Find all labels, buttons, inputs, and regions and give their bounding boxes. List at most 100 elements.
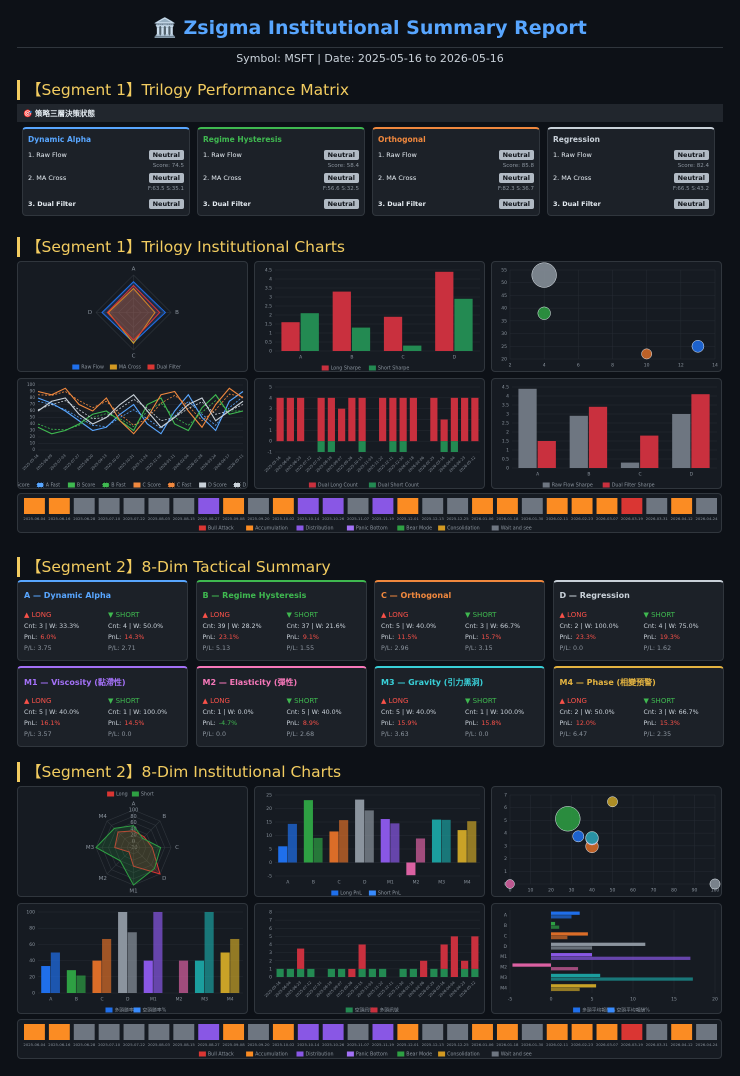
axis-label: A: [132, 267, 136, 273]
y-tick-label: 3: [506, 412, 509, 418]
cell-date: 2025-09-08: [223, 1042, 246, 1047]
status-badge: Neutral: [673, 199, 709, 209]
chart-panel: 0 0.5 1 1.5 2 2.5 3 3.5 4 4.5 A B C D Raw Flow Sharpe D…: [491, 378, 722, 489]
y-tick-label: 4.5: [502, 385, 509, 391]
chart-panel: 012345670102030405060708090100: [491, 786, 722, 897]
x-tick-label: M3: [201, 997, 208, 1003]
legend-swatch: [199, 482, 207, 488]
x-tick-label: 0: [550, 997, 553, 1003]
regime-cell: [397, 1024, 419, 1040]
pnl-line: PnL: 8.9%: [287, 720, 319, 727]
legend-label: Panic Bottom: [356, 526, 388, 532]
cell-date: 2026-03-19: [621, 516, 644, 521]
regime-cell: [73, 1024, 95, 1040]
y-tick-label: 40: [29, 958, 35, 964]
y-tick-label: 20: [29, 974, 35, 980]
bar: [691, 394, 710, 468]
bubble: [641, 348, 653, 360]
bar: [431, 819, 442, 863]
x-tick-label: B: [75, 997, 78, 1003]
bar: [127, 932, 137, 993]
cell-date: 2025-09-20: [247, 516, 270, 521]
bar: [278, 846, 288, 863]
y-tick-label: -1: [268, 450, 273, 456]
pl-line: P/L: 2.35: [643, 731, 672, 738]
cell-date: 2026-03-07: [596, 1042, 619, 1047]
regime-cell: [422, 1024, 444, 1040]
legend-swatch: [397, 525, 405, 531]
cell-date: 2026-02-23: [571, 1042, 594, 1047]
pnl-label: PnL:: [286, 634, 300, 641]
regime-cell: [621, 498, 643, 514]
bar: [348, 968, 356, 977]
radar-spoke: [133, 847, 161, 875]
y-tick-label: 2: [269, 417, 272, 423]
regime-cell: [223, 1024, 245, 1040]
y-tick-label: 15: [266, 820, 272, 826]
regime-cell: [322, 1024, 344, 1040]
bar: [300, 313, 319, 351]
bubble: [537, 306, 551, 320]
bar: [512, 963, 551, 967]
bar: [569, 415, 588, 468]
pnl-value: 15.8%: [481, 720, 502, 727]
card-name: M3 — Gravity (引力黑洞): [381, 678, 484, 687]
bubble: [531, 262, 557, 288]
bar: [118, 912, 128, 993]
card-name: M1 — Viscosity (黏滯性): [24, 678, 126, 687]
line-series: [37, 391, 244, 426]
regime-cell: [546, 498, 568, 514]
legend-label: A Fast: [46, 483, 61, 489]
axis-label: A: [132, 802, 136, 808]
legend-label: Bull Attack: [208, 526, 234, 532]
report-subtitle: Symbol: MSFT | Date: 2025-05-16 to 2026-…: [236, 52, 504, 65]
axis-label: C: [132, 354, 136, 360]
bar: [230, 938, 240, 993]
y-tick-label: 35: [501, 318, 507, 324]
regime-cell: [322, 498, 344, 514]
legend-label: Accumulation: [255, 526, 288, 532]
bar: [518, 388, 537, 468]
legend-label: 空頭訊號: [355, 1007, 374, 1014]
bar: [364, 810, 374, 863]
bar: [66, 970, 76, 993]
legend-label: Distribution: [306, 526, 334, 532]
pl-line: P/L: 0.0: [108, 731, 132, 738]
regime-cell: [521, 1024, 543, 1040]
bar: [327, 441, 335, 452]
pnl-value: 14.5%: [124, 720, 145, 727]
cell-date: 2025-11-07: [347, 1042, 370, 1047]
y-tick-label: 0.5: [502, 457, 509, 463]
y-tick-label: 55: [501, 268, 507, 274]
pnl-label: PnL:: [381, 720, 395, 727]
bar: [467, 821, 477, 863]
bar: [380, 819, 390, 863]
pnl-value: 14.3%: [124, 634, 145, 641]
count-line: Cnt: 5 | W: 40.0%: [24, 709, 80, 716]
legend-swatch: [67, 482, 75, 488]
x-tick-label: 10: [630, 997, 636, 1003]
status-badge: Neutral: [498, 199, 534, 209]
pl-line: P/L: 3.75: [24, 645, 52, 652]
section-title: 【Segment 2】8-Dim Institutional Charts: [17, 762, 341, 782]
bar: [440, 968, 448, 977]
y-tick-label: D: [504, 944, 508, 950]
legend-label: Long Sharpe: [331, 366, 361, 372]
x-tick-label: C: [100, 997, 103, 1003]
bar: [194, 960, 205, 993]
legend-swatch: [198, 525, 206, 531]
pl-line: P/L: 6.47: [559, 731, 588, 738]
y-tick-label: 45: [501, 293, 507, 299]
status-badge: Neutral: [148, 199, 184, 209]
regime-cell: [596, 498, 618, 514]
y-tick-label: 0: [269, 439, 272, 445]
cell-date: 2025-08-15: [173, 516, 196, 521]
pnl-value: 15.7%: [481, 634, 502, 641]
y-tick-label: 0: [32, 447, 35, 452]
pnl-label: PnL:: [465, 720, 479, 727]
bar: [551, 942, 646, 946]
bar: [403, 345, 422, 351]
x-tick-label: 30: [569, 888, 575, 894]
pl-line: P/L: 0.0: [202, 731, 227, 738]
